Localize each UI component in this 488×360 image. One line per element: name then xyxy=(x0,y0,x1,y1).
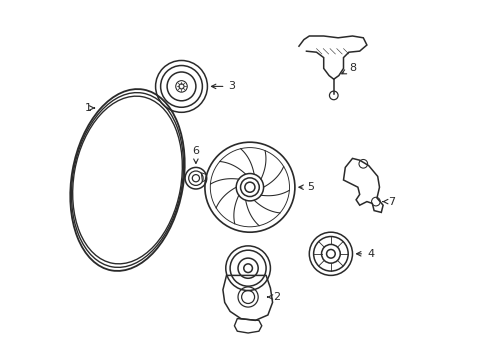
Text: 3: 3 xyxy=(211,81,235,91)
Text: 2: 2 xyxy=(267,292,280,302)
Text: 1: 1 xyxy=(84,103,94,113)
Text: 7: 7 xyxy=(382,197,395,207)
Text: 4: 4 xyxy=(356,249,373,259)
Text: 6: 6 xyxy=(192,146,199,163)
Text: 8: 8 xyxy=(341,63,355,74)
Text: 5: 5 xyxy=(298,182,314,192)
